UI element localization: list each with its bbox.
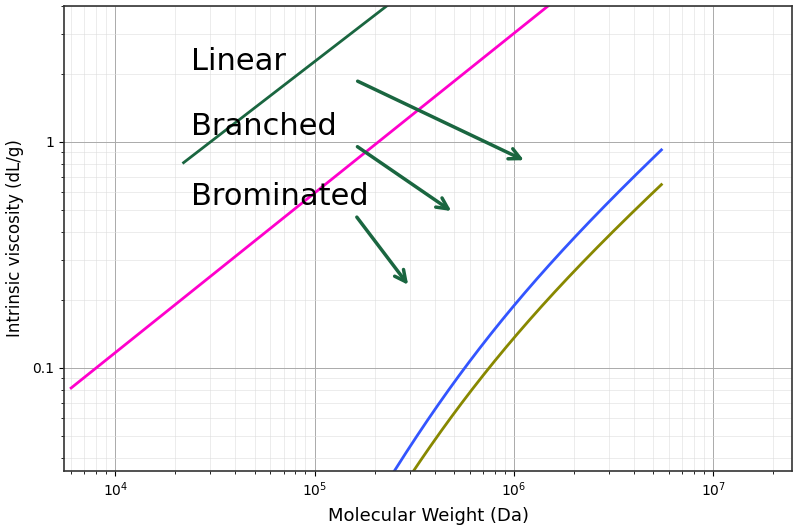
X-axis label: Molecular Weight (Da): Molecular Weight (Da) bbox=[327, 508, 528, 526]
Text: Linear: Linear bbox=[192, 47, 286, 76]
Text: Brominated: Brominated bbox=[192, 182, 369, 211]
Y-axis label: Intrinsic viscosity (dL/g): Intrinsic viscosity (dL/g) bbox=[6, 139, 24, 337]
Text: Branched: Branched bbox=[192, 112, 337, 141]
